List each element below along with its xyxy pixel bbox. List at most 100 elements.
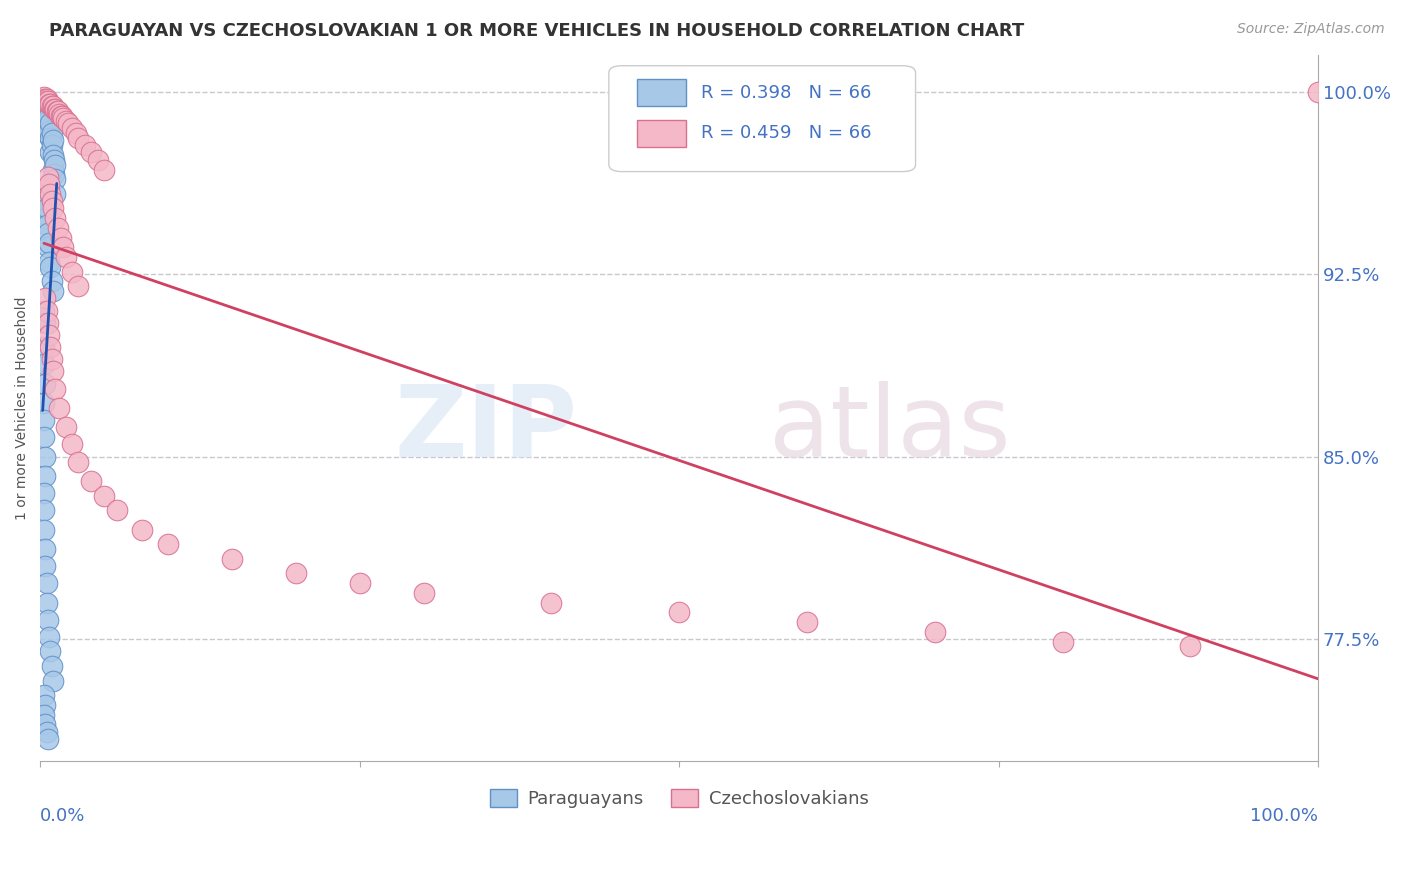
Point bbox=[221, 552, 243, 566]
Point bbox=[37, 731, 59, 746]
Point bbox=[93, 162, 115, 177]
Point bbox=[37, 613, 59, 627]
Point bbox=[1308, 85, 1330, 99]
Point bbox=[42, 162, 65, 177]
Text: 0.0%: 0.0% bbox=[41, 806, 86, 825]
Point bbox=[60, 437, 83, 451]
Point bbox=[32, 688, 55, 702]
Point bbox=[49, 230, 72, 244]
Point bbox=[34, 96, 56, 111]
Point bbox=[35, 102, 58, 116]
Point bbox=[41, 138, 63, 153]
Text: R = 0.459   N = 66: R = 0.459 N = 66 bbox=[700, 125, 872, 143]
Point bbox=[37, 128, 59, 143]
Point bbox=[35, 219, 58, 233]
FancyBboxPatch shape bbox=[637, 79, 686, 106]
Point bbox=[93, 489, 115, 503]
Point bbox=[44, 211, 66, 226]
Point bbox=[73, 138, 96, 153]
Point bbox=[42, 99, 65, 113]
Point bbox=[32, 413, 55, 427]
Point bbox=[31, 92, 53, 106]
Point bbox=[45, 104, 67, 119]
Point bbox=[32, 95, 55, 109]
Point bbox=[65, 126, 87, 140]
Point bbox=[1180, 640, 1202, 654]
Point bbox=[131, 523, 153, 537]
Point bbox=[41, 659, 63, 673]
Point bbox=[42, 364, 65, 378]
Point bbox=[44, 153, 66, 167]
Point bbox=[38, 328, 60, 343]
Point bbox=[35, 596, 58, 610]
Point bbox=[48, 401, 70, 415]
Point bbox=[38, 123, 60, 137]
Point bbox=[37, 95, 59, 109]
Point bbox=[32, 303, 55, 318]
Point bbox=[34, 542, 56, 557]
Point bbox=[34, 292, 56, 306]
Point bbox=[32, 503, 55, 517]
Point bbox=[42, 148, 65, 162]
Point bbox=[41, 126, 63, 140]
Point bbox=[39, 186, 62, 201]
Point bbox=[35, 95, 58, 109]
Point bbox=[42, 202, 65, 216]
Point bbox=[44, 382, 66, 396]
Point bbox=[924, 624, 946, 639]
Point bbox=[39, 96, 62, 111]
Point bbox=[38, 109, 60, 123]
Point bbox=[41, 99, 63, 113]
Point bbox=[37, 316, 59, 330]
Point bbox=[37, 240, 59, 254]
Point bbox=[60, 121, 83, 136]
Point bbox=[42, 284, 65, 298]
Point bbox=[32, 430, 55, 444]
Point bbox=[349, 576, 371, 591]
Point bbox=[46, 104, 69, 119]
Point bbox=[46, 221, 69, 235]
Point bbox=[38, 177, 60, 191]
Point bbox=[80, 145, 103, 160]
Point bbox=[32, 99, 55, 113]
Point bbox=[55, 420, 77, 434]
Point bbox=[34, 698, 56, 712]
Point bbox=[39, 116, 62, 130]
Point bbox=[34, 450, 56, 464]
Point bbox=[41, 352, 63, 367]
Point bbox=[32, 707, 55, 722]
Point bbox=[60, 265, 83, 279]
Point bbox=[32, 396, 55, 410]
Text: atlas: atlas bbox=[769, 381, 1011, 477]
Point bbox=[32, 357, 55, 371]
Text: ZIP: ZIP bbox=[394, 381, 576, 477]
Point bbox=[37, 169, 59, 184]
Point bbox=[35, 121, 58, 136]
Text: Source: ZipAtlas.com: Source: ZipAtlas.com bbox=[1237, 22, 1385, 37]
Point bbox=[48, 106, 70, 120]
Point bbox=[156, 537, 179, 551]
Point bbox=[34, 469, 56, 483]
Point bbox=[80, 474, 103, 488]
Point bbox=[35, 303, 58, 318]
Point bbox=[35, 112, 58, 126]
Point bbox=[32, 182, 55, 196]
Point bbox=[38, 630, 60, 644]
Point bbox=[32, 89, 55, 103]
Point bbox=[44, 102, 66, 116]
Point bbox=[38, 255, 60, 269]
Point bbox=[35, 202, 58, 216]
Point bbox=[34, 376, 56, 391]
Point bbox=[42, 673, 65, 688]
Point bbox=[32, 340, 55, 354]
Point bbox=[67, 131, 90, 145]
Point bbox=[38, 235, 60, 250]
FancyBboxPatch shape bbox=[609, 66, 915, 171]
Point bbox=[39, 644, 62, 658]
Point bbox=[37, 226, 59, 240]
Point bbox=[49, 109, 72, 123]
Point bbox=[34, 194, 56, 208]
Point bbox=[55, 113, 77, 128]
Point bbox=[86, 153, 108, 167]
Point bbox=[44, 158, 66, 172]
